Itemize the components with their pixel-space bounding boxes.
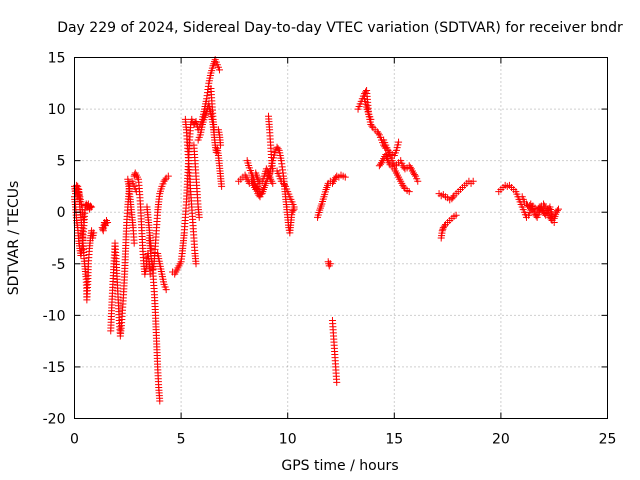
y-tick-label: 10	[48, 102, 66, 118]
data-point	[554, 205, 562, 213]
data-point	[90, 229, 98, 237]
data-point	[341, 173, 349, 181]
x-tick-label: 10	[279, 432, 297, 448]
data-point	[86, 204, 94, 212]
data-point	[326, 260, 334, 268]
data-point	[274, 145, 282, 153]
data-point	[452, 211, 460, 219]
axis-ticks: 0 5 10 15 20 25 -20 -15 -10 -5 0 5 10 15	[43, 51, 617, 448]
data-point	[374, 129, 382, 137]
data-point	[376, 160, 384, 168]
data-point	[367, 115, 375, 123]
x-tick-label: 20	[492, 432, 510, 448]
data-point	[218, 182, 226, 190]
data-point	[547, 215, 555, 223]
data-point	[406, 163, 414, 171]
data-point	[362, 88, 370, 96]
data-point	[192, 260, 200, 268]
data-point	[400, 163, 408, 171]
x-tick-label: 25	[599, 432, 617, 448]
data-point	[86, 202, 94, 210]
data-point	[438, 227, 446, 235]
data-points	[71, 56, 562, 405]
chart-title: Day 229 of 2024, Sidereal Day-to-day VTE…	[57, 20, 623, 36]
y-tick-label: 0	[57, 205, 66, 221]
data-point	[449, 193, 457, 201]
plot-frame	[74, 57, 608, 419]
x-tick-label: 15	[385, 432, 403, 448]
data-point	[161, 176, 169, 184]
data-point	[550, 219, 558, 227]
y-tick-label: -20	[43, 412, 66, 428]
data-point	[405, 188, 413, 196]
data-point	[290, 203, 298, 211]
series-bndr	[71, 56, 562, 405]
data-point	[162, 286, 170, 294]
data-point	[400, 183, 408, 191]
data-point	[332, 174, 340, 182]
y-tick-label: -15	[43, 360, 66, 376]
data-point	[88, 203, 96, 211]
data-point	[164, 172, 172, 180]
data-point	[411, 171, 419, 179]
data-point	[80, 219, 88, 227]
data-point	[191, 119, 199, 127]
x-tick-label: 5	[177, 432, 186, 448]
grid	[74, 57, 608, 419]
data-point	[217, 141, 225, 149]
data-point	[195, 213, 203, 221]
data-point	[99, 225, 107, 233]
y-axis-label: SDTVAR / TECUs	[6, 181, 22, 296]
data-point	[469, 177, 477, 185]
data-point	[440, 222, 448, 230]
y-tick-label: -5	[52, 257, 66, 273]
y-tick-label: 5	[57, 154, 66, 170]
data-point	[147, 244, 155, 252]
data-point	[553, 207, 561, 215]
data-point	[281, 181, 289, 189]
data-point	[104, 219, 112, 227]
y-tick-label: -10	[43, 308, 66, 324]
data-point	[258, 188, 266, 196]
data-point	[368, 122, 376, 130]
data-point	[215, 66, 223, 74]
x-tick-label: 0	[70, 432, 79, 448]
data-point	[269, 179, 277, 187]
x-axis-label: GPS time / hours	[281, 458, 398, 474]
data-point	[414, 177, 422, 185]
y-tick-label: 15	[48, 51, 66, 67]
data-point	[156, 397, 164, 405]
data-point	[439, 225, 447, 233]
data-point	[289, 207, 297, 215]
data-point	[130, 239, 138, 247]
data-point	[395, 138, 403, 146]
data-point	[333, 378, 341, 386]
